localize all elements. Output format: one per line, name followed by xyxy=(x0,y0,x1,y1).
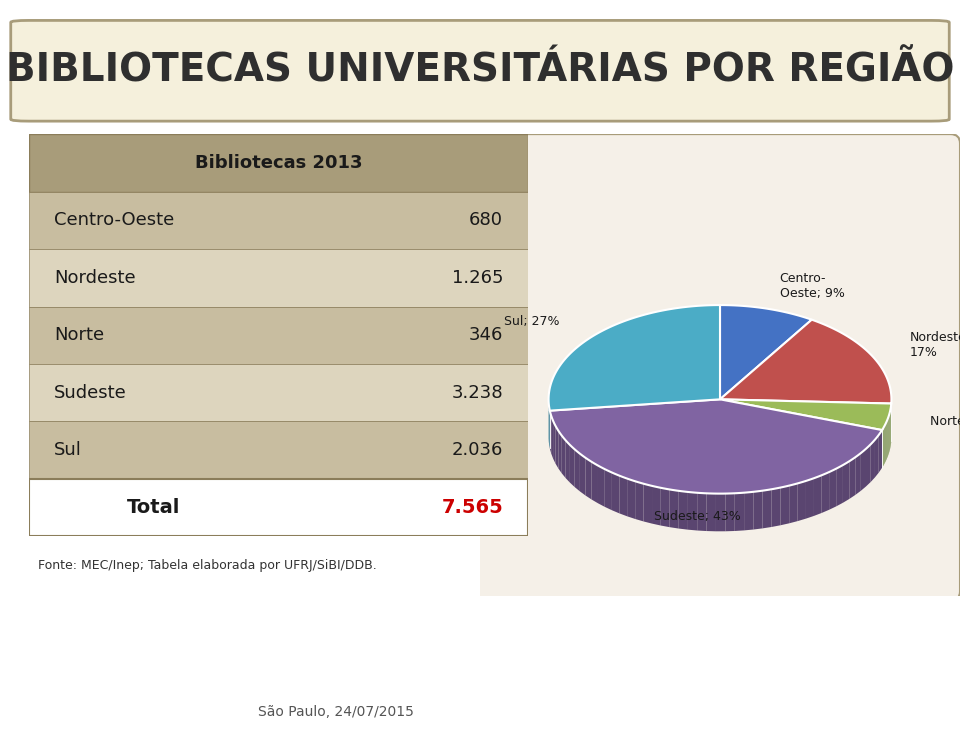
Polygon shape xyxy=(548,305,720,410)
FancyBboxPatch shape xyxy=(29,306,528,364)
FancyBboxPatch shape xyxy=(11,20,949,121)
Polygon shape xyxy=(861,448,866,491)
Polygon shape xyxy=(619,475,627,516)
Polygon shape xyxy=(716,494,726,531)
Polygon shape xyxy=(814,475,822,516)
Text: Nordeste;
17%: Nordeste; 17% xyxy=(910,331,960,359)
Polygon shape xyxy=(726,493,734,531)
Text: Nordeste: Nordeste xyxy=(54,269,135,287)
Polygon shape xyxy=(556,426,559,469)
Polygon shape xyxy=(866,444,871,486)
Polygon shape xyxy=(843,461,850,503)
Text: Sul; 27%: Sul; 27% xyxy=(504,314,560,328)
FancyBboxPatch shape xyxy=(29,191,528,249)
Polygon shape xyxy=(570,445,575,487)
Polygon shape xyxy=(878,430,882,472)
Polygon shape xyxy=(697,492,707,531)
Text: São Paulo, 24/07/2015: São Paulo, 24/07/2015 xyxy=(258,705,414,719)
Polygon shape xyxy=(829,469,836,510)
Polygon shape xyxy=(627,478,636,519)
Polygon shape xyxy=(612,472,619,513)
Polygon shape xyxy=(652,486,660,525)
Text: Fonte: MEC/Inep; Tabela elaborada por UFRJ/SiBI/DDB.: Fonte: MEC/Inep; Tabela elaborada por UF… xyxy=(38,559,377,571)
Polygon shape xyxy=(754,491,762,530)
Text: 680: 680 xyxy=(469,212,503,229)
Polygon shape xyxy=(850,457,855,499)
Text: 3.238: 3.238 xyxy=(451,384,503,402)
Text: 1.265: 1.265 xyxy=(451,269,503,287)
Polygon shape xyxy=(679,491,688,530)
Polygon shape xyxy=(598,466,605,507)
Polygon shape xyxy=(575,449,580,492)
Polygon shape xyxy=(580,454,586,495)
FancyBboxPatch shape xyxy=(475,134,960,600)
Polygon shape xyxy=(688,492,697,530)
Polygon shape xyxy=(836,465,843,507)
Polygon shape xyxy=(591,462,598,504)
FancyBboxPatch shape xyxy=(29,422,528,479)
Polygon shape xyxy=(562,436,565,478)
Polygon shape xyxy=(565,440,570,483)
Polygon shape xyxy=(798,481,806,521)
Polygon shape xyxy=(772,487,780,527)
Text: Total: Total xyxy=(127,498,180,517)
Polygon shape xyxy=(734,492,744,531)
Polygon shape xyxy=(871,440,875,482)
Text: Sul: Sul xyxy=(54,441,82,459)
Polygon shape xyxy=(789,484,798,523)
Polygon shape xyxy=(707,493,716,531)
FancyBboxPatch shape xyxy=(29,249,528,306)
Polygon shape xyxy=(822,472,829,513)
Polygon shape xyxy=(550,410,551,454)
Polygon shape xyxy=(780,486,789,525)
Polygon shape xyxy=(586,458,591,499)
Polygon shape xyxy=(875,435,878,478)
Polygon shape xyxy=(744,492,754,530)
Text: Centro-Oeste: Centro-Oeste xyxy=(54,212,174,229)
Text: Sudeste: Sudeste xyxy=(54,384,127,402)
Text: Centro-
Oeste; 9%: Centro- Oeste; 9% xyxy=(780,272,845,300)
Polygon shape xyxy=(855,453,861,495)
Polygon shape xyxy=(720,305,812,399)
FancyBboxPatch shape xyxy=(29,364,528,422)
Polygon shape xyxy=(806,478,814,519)
Polygon shape xyxy=(720,399,891,430)
Text: Sudeste; 43%: Sudeste; 43% xyxy=(654,510,741,523)
Text: BIBLIOTECAS UNIVERSITÁRIAS POR REGIÃO: BIBLIOTECAS UNIVERSITÁRIAS POR REGIÃO xyxy=(6,51,954,90)
Polygon shape xyxy=(550,399,882,494)
Polygon shape xyxy=(762,489,772,528)
Polygon shape xyxy=(643,484,652,524)
Polygon shape xyxy=(720,320,892,404)
Polygon shape xyxy=(551,416,553,458)
Polygon shape xyxy=(559,431,562,473)
Polygon shape xyxy=(605,469,612,510)
Text: 346: 346 xyxy=(468,326,503,344)
Polygon shape xyxy=(670,489,679,528)
Polygon shape xyxy=(553,421,556,463)
Text: Norte: Norte xyxy=(54,326,104,344)
Polygon shape xyxy=(660,488,670,527)
FancyBboxPatch shape xyxy=(29,479,528,536)
Polygon shape xyxy=(636,481,643,522)
Text: 7.565: 7.565 xyxy=(442,498,503,517)
FancyBboxPatch shape xyxy=(29,134,528,191)
Text: Bibliotecas 2013: Bibliotecas 2013 xyxy=(195,153,362,172)
Text: 2.036: 2.036 xyxy=(451,441,503,459)
Text: Norte; 4%: Norte; 4% xyxy=(930,415,960,428)
